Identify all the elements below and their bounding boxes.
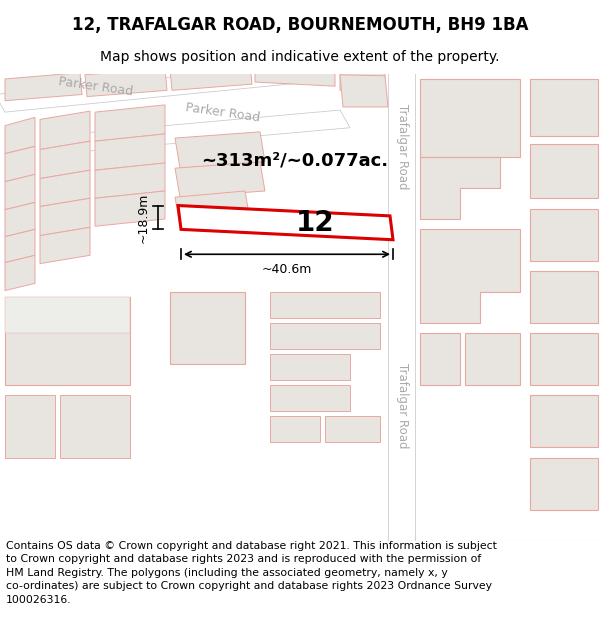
Text: ~313m²/~0.077ac.: ~313m²/~0.077ac. bbox=[202, 151, 389, 169]
Polygon shape bbox=[270, 322, 380, 349]
Polygon shape bbox=[5, 118, 35, 154]
Polygon shape bbox=[270, 385, 350, 411]
Polygon shape bbox=[420, 229, 520, 322]
Polygon shape bbox=[95, 191, 165, 226]
Polygon shape bbox=[170, 63, 252, 91]
Polygon shape bbox=[325, 416, 380, 442]
Polygon shape bbox=[5, 255, 35, 291]
Polygon shape bbox=[60, 396, 130, 458]
Polygon shape bbox=[340, 75, 388, 107]
Polygon shape bbox=[340, 72, 385, 92]
Polygon shape bbox=[255, 64, 335, 86]
Polygon shape bbox=[0, 63, 320, 112]
Polygon shape bbox=[465, 333, 520, 385]
Polygon shape bbox=[5, 72, 82, 101]
Polygon shape bbox=[40, 111, 90, 149]
Text: Trafalgar Road: Trafalgar Road bbox=[395, 363, 409, 449]
Text: Map shows position and indicative extent of the property.: Map shows position and indicative extent… bbox=[100, 50, 500, 64]
Polygon shape bbox=[178, 206, 393, 240]
Text: Contains OS data © Crown copyright and database right 2021. This information is : Contains OS data © Crown copyright and d… bbox=[6, 541, 497, 605]
Polygon shape bbox=[530, 396, 598, 448]
Polygon shape bbox=[5, 146, 35, 182]
Polygon shape bbox=[85, 69, 167, 97]
Polygon shape bbox=[530, 79, 598, 136]
Polygon shape bbox=[5, 297, 130, 333]
Polygon shape bbox=[530, 271, 598, 322]
Polygon shape bbox=[5, 396, 55, 458]
Polygon shape bbox=[270, 292, 380, 318]
Polygon shape bbox=[40, 170, 90, 206]
Polygon shape bbox=[5, 174, 35, 209]
Polygon shape bbox=[40, 228, 90, 264]
Text: ~18.9m: ~18.9m bbox=[137, 192, 150, 242]
Polygon shape bbox=[420, 157, 500, 219]
Polygon shape bbox=[270, 354, 350, 380]
Text: ~40.6m: ~40.6m bbox=[262, 262, 312, 276]
Polygon shape bbox=[5, 229, 35, 262]
Polygon shape bbox=[95, 134, 165, 170]
Polygon shape bbox=[530, 333, 598, 385]
Polygon shape bbox=[5, 202, 35, 237]
Polygon shape bbox=[530, 144, 598, 198]
Text: Parker Road: Parker Road bbox=[185, 101, 261, 125]
Polygon shape bbox=[95, 105, 165, 141]
Polygon shape bbox=[175, 162, 265, 198]
Polygon shape bbox=[530, 458, 598, 509]
Polygon shape bbox=[530, 209, 598, 261]
Polygon shape bbox=[270, 416, 320, 442]
Text: 12, TRAFALGAR ROAD, BOURNEMOUTH, BH9 1BA: 12, TRAFALGAR ROAD, BOURNEMOUTH, BH9 1BA bbox=[72, 16, 528, 34]
Polygon shape bbox=[5, 297, 130, 385]
Text: 12: 12 bbox=[296, 209, 335, 237]
Polygon shape bbox=[40, 198, 90, 236]
Polygon shape bbox=[175, 132, 265, 168]
Polygon shape bbox=[50, 110, 350, 154]
Polygon shape bbox=[420, 79, 520, 157]
Polygon shape bbox=[388, 69, 415, 546]
Text: Parker Road: Parker Road bbox=[58, 76, 134, 99]
Polygon shape bbox=[420, 333, 460, 385]
Polygon shape bbox=[95, 163, 165, 198]
Polygon shape bbox=[40, 141, 90, 179]
Polygon shape bbox=[170, 292, 245, 364]
Text: Trafalgar Road: Trafalgar Road bbox=[395, 104, 409, 189]
Polygon shape bbox=[175, 191, 250, 226]
